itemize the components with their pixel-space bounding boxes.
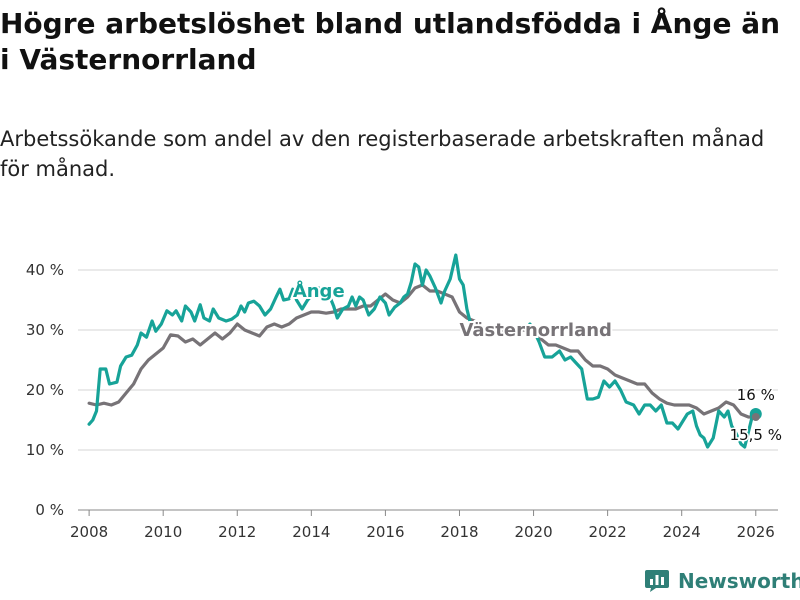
y-tick-label: 0 % [35, 501, 64, 519]
end-point-vasternorrland [751, 413, 760, 421]
chart-subtitle: Arbetssökande som andel av den registerb… [0, 127, 765, 181]
series-line-ange [528, 322, 758, 449]
x-tick-label: 2008 [70, 523, 108, 541]
series-line-ange [87, 253, 473, 426]
newsworthy-logo[interactable]: Newsworthy [644, 569, 800, 593]
y-tick-label: 30 % [26, 321, 64, 339]
line-chart: 0 % 10 % 20 % 30 % 40 % 2008 2010 2012 2014 2016… [26, 253, 783, 541]
newsworthy-logo-icon [645, 570, 669, 592]
x-tick-label: 2024 [663, 523, 701, 541]
series-line-vasternorrland [87, 283, 758, 419]
end-point-label-ange: 16 % [737, 386, 775, 404]
end-point-label-vasternorrland: 15,5 % [730, 426, 782, 444]
x-axis-ticks: 2008 2010 2012 2014 2016 2018 2020 2022 2024 2026 [70, 510, 775, 541]
y-tick-label: 20 % [26, 381, 64, 399]
series-lines [87, 253, 758, 449]
series-label-ange: Ånge [293, 279, 345, 302]
x-tick-label: 2012 [218, 523, 256, 541]
x-tick-label: 2020 [514, 523, 552, 541]
x-tick-label: 2026 [737, 523, 775, 541]
x-tick-label: 2014 [292, 523, 330, 541]
x-tick-label: 2010 [144, 523, 182, 541]
y-tick-label: 10 % [26, 441, 64, 459]
x-tick-label: 2016 [366, 523, 404, 541]
x-tick-label: 2022 [589, 523, 627, 541]
chart-gridlines [78, 269, 778, 511]
y-axis-ticks: 0 % 10 % 20 % 30 % 40 % [26, 261, 64, 519]
chart-title: Högre arbetslöshet bland utlandsfödda i … [0, 7, 781, 76]
y-tick-label: 40 % [26, 261, 64, 279]
end-points: 16 % 15,5 % [728, 385, 783, 446]
series-labels: Ånge Västernorrland [291, 277, 614, 343]
x-tick-label: 2018 [440, 523, 478, 541]
newsworthy-logo-text: Newsworthy [678, 569, 800, 593]
series-label-vasternorrland: Västernorrland [459, 320, 611, 341]
